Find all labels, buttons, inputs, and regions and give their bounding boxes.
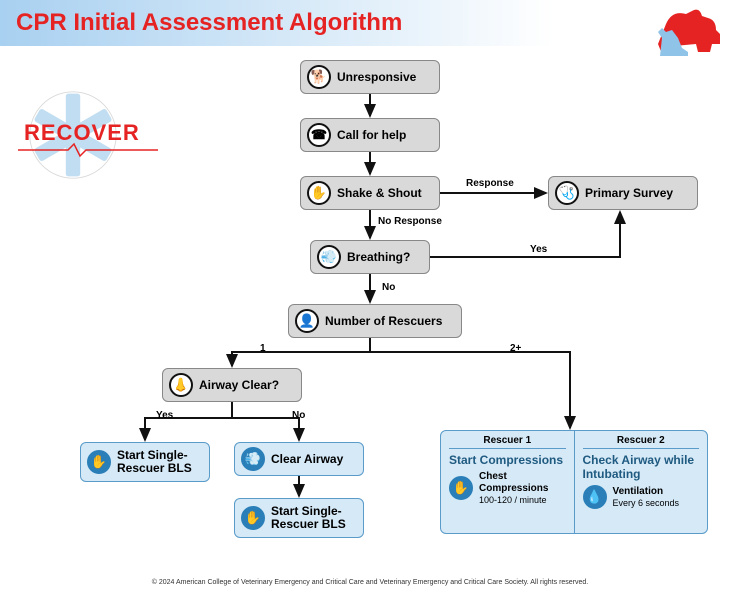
dog-icon: 🐕 [307, 65, 331, 89]
flowchart-canvas: 🐕 Unresponsive ☎ Call for help ✋ Shake &… [0, 0, 740, 590]
breath-icon: 💨 [317, 245, 341, 269]
node-start-bls-1: ✋ Start Single-Rescuer BLS [80, 442, 210, 482]
rescuer-1-header: Rescuer 1 [449, 435, 566, 449]
rescuer-1-title: Start Compressions [449, 453, 566, 467]
hand-icon: ✋ [449, 476, 473, 500]
copyright: © 2024 American College of Veterinary Em… [0, 579, 740, 586]
node-label: Shake & Shout [337, 186, 422, 200]
edge-two-plus: 2+ [510, 343, 521, 354]
rescuer-1-panel: Rescuer 1 Start Compressions ✋ Chest Com… [441, 431, 574, 533]
node-label: Number of Rescuers [325, 314, 442, 328]
phone-icon: ☎ [307, 123, 331, 147]
hand-icon: ✋ [307, 181, 331, 205]
nose-icon: 👃 [169, 373, 193, 397]
edge-no-response: No Response [378, 216, 442, 227]
node-label: Call for help [337, 128, 406, 142]
node-start-bls-2: ✋ Start Single-Rescuer BLS [234, 498, 364, 538]
node-label: Primary Survey [585, 186, 673, 200]
node-call-help: ☎ Call for help [300, 118, 440, 152]
node-breathing: 💨 Breathing? [310, 240, 430, 274]
node-label: Airway Clear? [199, 378, 279, 392]
edge-response: Response [466, 178, 514, 189]
edge-no-airway: No [292, 410, 305, 421]
edge-yes-breath: Yes [530, 244, 547, 255]
breath-icon: 💨 [241, 447, 265, 471]
stethoscope-icon: 🩺 [555, 181, 579, 205]
edge-no-breath: No [382, 282, 395, 293]
node-label: Unresponsive [337, 70, 416, 84]
node-unresponsive: 🐕 Unresponsive [300, 60, 440, 94]
node-airway-clear: 👃 Airway Clear? [162, 368, 302, 402]
hand-icon: ✋ [241, 506, 265, 530]
edge-one: 1 [260, 343, 266, 354]
node-num-rescuers: 👤 Number of Rescuers [288, 304, 462, 338]
node-label: Start Single-Rescuer BLS [117, 449, 199, 475]
person-icon: 👤 [295, 309, 319, 333]
multi-rescuer-box: Rescuer 1 Start Compressions ✋ Chest Com… [440, 430, 708, 534]
edge-yes-airway: Yes [156, 410, 173, 421]
node-primary-survey: 🩺 Primary Survey [548, 176, 698, 210]
node-label: Start Single-Rescuer BLS [271, 505, 353, 531]
node-label: Breathing? [347, 250, 410, 264]
node-shake-shout: ✋ Shake & Shout [300, 176, 440, 210]
rescuer-2-header: Rescuer 2 [583, 435, 700, 449]
rescuer-2-sub: VentilationEvery 6 seconds [613, 486, 680, 509]
node-clear-airway: 💨 Clear Airway [234, 442, 364, 476]
vent-icon: 💧 [583, 485, 607, 509]
rescuer-1-sub: Chest Compressions100-120 / minute [479, 471, 566, 506]
rescuer-2-panel: Rescuer 2 Check Airway while Intubating … [574, 431, 708, 533]
hand-icon: ✋ [87, 450, 111, 474]
rescuer-2-title: Check Airway while Intubating [583, 453, 700, 481]
node-label: Clear Airway [271, 452, 343, 466]
